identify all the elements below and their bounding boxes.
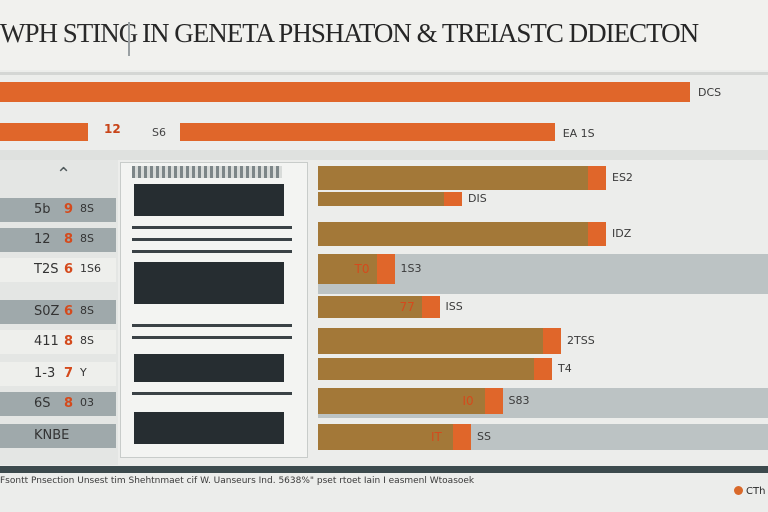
left-row-unit: Y — [80, 366, 87, 379]
bar-olive — [318, 254, 377, 284]
comb-strip — [132, 166, 282, 178]
dark-block — [134, 262, 284, 304]
bar-orange-cap — [444, 192, 462, 206]
bar-tag: T0 — [354, 262, 370, 276]
bar-orange-cap — [588, 222, 606, 246]
title-divider — [128, 22, 130, 56]
left-row-unit: 8S — [80, 304, 94, 317]
stripe — [132, 238, 292, 241]
bar-orange-cap — [453, 424, 471, 450]
bar-orange-cap — [421, 296, 440, 318]
header-tag: 12 — [104, 122, 121, 136]
bar-value-label: S83 — [508, 394, 530, 407]
header-bar — [180, 123, 555, 141]
left-row-highlight: 7 — [64, 366, 74, 381]
bottom-rule — [0, 466, 768, 473]
left-row-value: 12 — [34, 232, 51, 247]
bar-olive — [318, 192, 444, 206]
section-separator — [0, 150, 768, 160]
left-row: S0Z 6 8S — [0, 300, 116, 324]
bar-orange-cap — [484, 388, 503, 414]
stripe — [132, 392, 292, 395]
bar-value-label: IDZ — [612, 227, 632, 240]
left-row-unit: 8S — [80, 334, 94, 347]
page-title: IN GENETA PHSHATON & TREIASTC DDIECTON — [142, 18, 699, 48]
dark-block — [134, 354, 284, 382]
stripe — [132, 336, 292, 339]
bar-orange-cap — [543, 328, 561, 354]
left-row-value: S0Z — [34, 304, 60, 319]
top-rule — [0, 72, 768, 75]
corner-legend: CTh — [734, 486, 765, 497]
stripe — [132, 324, 292, 327]
bar-olive — [318, 296, 422, 318]
bar-tag: 77 — [399, 300, 415, 314]
bar-value-label: 1S3 — [400, 262, 422, 275]
left-row-highlight: 8 — [64, 232, 74, 247]
left-row-highlight: 9 — [64, 202, 74, 217]
caret-up-icon: ⌃ — [56, 164, 72, 185]
left-row-highlight: 8 — [64, 396, 74, 411]
bar-tag: IT — [431, 430, 442, 444]
header-left-label: S6 — [152, 126, 166, 139]
left-row-highlight: 6 — [64, 262, 74, 277]
bar-orange-cap — [376, 254, 395, 284]
left-row-value: 5b — [34, 202, 51, 217]
left-row: KNBE — [0, 424, 116, 448]
left-row: 411 8 8S — [0, 330, 116, 354]
orange-dot-icon — [734, 486, 743, 495]
left-row-highlight: 8 — [64, 334, 74, 349]
bar-olive — [318, 358, 534, 380]
left-row-unit: 1S6 — [80, 262, 101, 275]
left-row-unit: 03 — [80, 396, 94, 409]
header-bar-label: DCS — [698, 86, 722, 99]
corner-label: CTh — [746, 486, 766, 497]
header-bar-label: EA 1S — [562, 127, 595, 140]
left-row-value: KNBE — [34, 428, 70, 443]
bar-orange-cap — [588, 166, 606, 190]
bar-olive — [318, 388, 485, 414]
bar-olive — [318, 328, 543, 354]
bar-value-label: DIS — [468, 192, 487, 205]
left-row: T2S 6 1S6 — [0, 258, 116, 282]
left-row-value: T2S — [34, 262, 59, 277]
bar-value-label: ISS — [445, 300, 463, 313]
footnote: Fsontt Pnsection Unsest tim Shehtnmaet c… — [0, 476, 475, 486]
dark-block — [134, 184, 284, 216]
left-row: 6S 8 03 — [0, 392, 116, 416]
left-row: 12 8 8S — [0, 228, 116, 252]
bar-value-label: T4 — [558, 362, 572, 375]
header-bar — [0, 82, 690, 102]
left-row: 1-3 7 Y — [0, 362, 116, 386]
left-row-unit: 8S — [80, 202, 94, 215]
stripe — [132, 226, 292, 229]
bar-value-label: ES2 — [612, 171, 633, 184]
bar-tag: I0 — [462, 394, 474, 408]
bar-value-label: 2TSS — [567, 334, 595, 347]
left-row: 5b 9 8S — [0, 198, 116, 222]
dark-block — [134, 412, 284, 444]
header-bar — [0, 123, 88, 141]
left-row-value: 411 — [34, 334, 59, 349]
bar-olive — [318, 424, 453, 450]
bar-olive — [318, 222, 588, 246]
bar-orange-cap — [534, 358, 552, 380]
left-row-value: 6S — [34, 396, 51, 411]
bar-olive — [318, 166, 588, 190]
stripe — [132, 250, 292, 253]
bar-value-label: SS — [477, 430, 491, 443]
left-row-value: 1-3 — [34, 366, 56, 381]
page-subtitle: WPH STING — [0, 18, 138, 48]
left-row-unit: 8S — [80, 232, 94, 245]
left-row-highlight: 6 — [64, 304, 74, 319]
